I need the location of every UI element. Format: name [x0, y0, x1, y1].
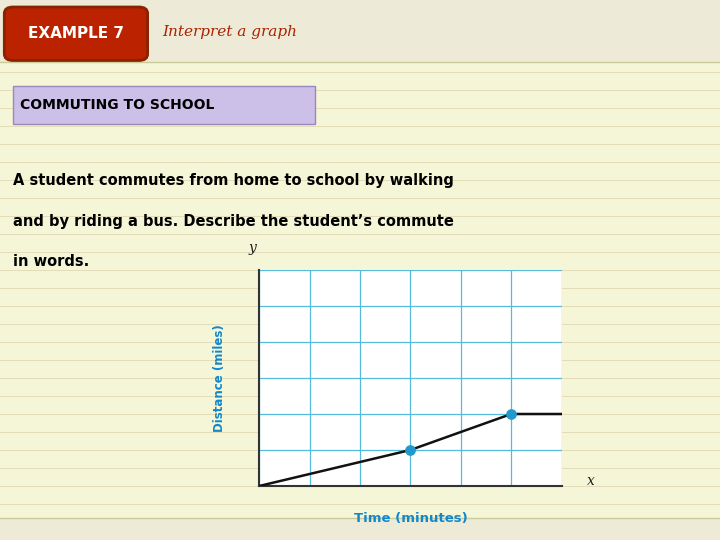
Text: A student commutes from home to school by walking: A student commutes from home to school b… [13, 173, 454, 188]
FancyBboxPatch shape [4, 7, 148, 60]
Point [505, 410, 517, 418]
Text: Time (minutes): Time (minutes) [354, 512, 467, 525]
Text: and by riding a bus. Describe the student’s commute: and by riding a bus. Describe the studen… [13, 214, 454, 229]
FancyBboxPatch shape [0, 518, 720, 540]
Text: in words.: in words. [13, 254, 89, 269]
Text: y: y [248, 241, 256, 255]
FancyBboxPatch shape [0, 0, 720, 62]
Text: Distance (miles): Distance (miles) [213, 324, 226, 432]
Text: x: x [587, 474, 594, 488]
Point [657, 266, 668, 274]
Text: EXAMPLE 7: EXAMPLE 7 [28, 26, 124, 41]
Point [606, 410, 618, 418]
Text: Interpret a graph: Interpret a graph [162, 25, 297, 39]
Point [405, 446, 416, 454]
FancyBboxPatch shape [13, 86, 315, 124]
Text: COMMUTING TO SCHOOL: COMMUTING TO SCHOOL [20, 98, 215, 112]
